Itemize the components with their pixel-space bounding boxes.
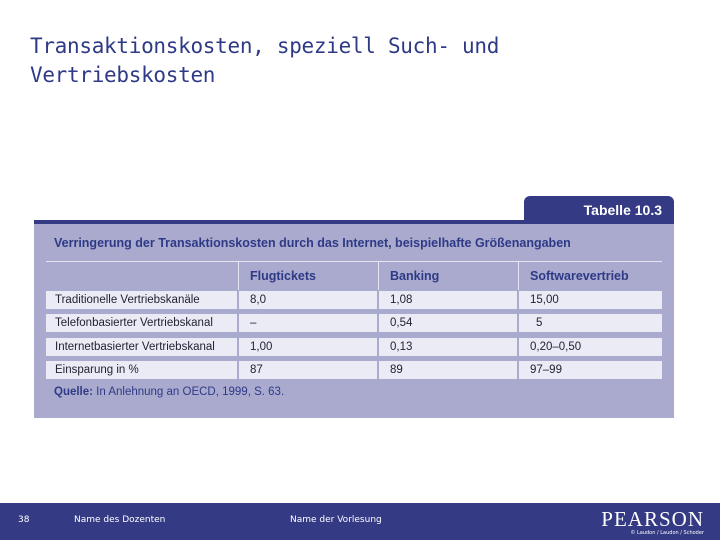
table-row: Telefonbasierter Vertriebskanal – 0,54 5 xyxy=(46,314,662,332)
cell-divider xyxy=(517,361,519,379)
pearson-logo: PEARSON xyxy=(601,507,704,531)
cell-divider xyxy=(377,291,379,309)
column-header-flugtickets: Flugtickets xyxy=(250,269,316,283)
table-caption: Verringerung der Transaktionskosten durc… xyxy=(54,236,571,250)
table-cell: 1,08 xyxy=(390,294,413,306)
footer-bar: 38 Name des Dozenten Name der Vorlesung … xyxy=(0,503,720,540)
table-cell: 87 xyxy=(250,364,263,376)
source-text: In Anlehnung an OECD, 1999, S. 63. xyxy=(92,386,285,398)
table-cell: 8,0 xyxy=(250,294,266,306)
cell-divider xyxy=(377,338,379,356)
cell-divider xyxy=(517,291,519,309)
cell-divider xyxy=(517,338,519,356)
table-cell: 0,54 xyxy=(390,317,413,329)
lecture-name: Name der Vorlesung xyxy=(290,515,382,525)
table-panel: Verringerung der Transaktionskosten durc… xyxy=(34,224,674,418)
table-cell: 5 xyxy=(536,317,543,329)
cell-divider xyxy=(377,314,379,332)
table-cell: 1,00 xyxy=(250,341,273,353)
table-cell: 0,13 xyxy=(390,341,413,353)
table-cell: – xyxy=(250,317,257,329)
source-label: Quelle: xyxy=(54,386,93,398)
cell-divider xyxy=(517,314,519,332)
column-divider xyxy=(238,262,239,290)
column-divider xyxy=(378,262,379,290)
cell-divider xyxy=(237,338,239,356)
table-cell: 89 xyxy=(390,364,403,376)
table-top-rule xyxy=(34,220,674,224)
table-cell: 97–99 xyxy=(530,364,562,376)
cell-divider xyxy=(237,314,239,332)
copyright-notice: © Laudon / Laudon / Schoder xyxy=(630,530,704,536)
cell-divider xyxy=(237,361,239,379)
header-divider xyxy=(46,261,662,262)
cell-divider xyxy=(237,291,239,309)
column-header-banking: Banking xyxy=(390,269,440,283)
table-cell: 0,20–0,50 xyxy=(530,341,582,353)
slide-title: Transaktionskosten, speziell Such- und V… xyxy=(30,34,500,87)
row-label: Traditionelle Vertriebskanäle xyxy=(55,294,200,306)
page-number: 38 xyxy=(18,515,30,525)
row-label: Telefonbasierter Vertriebskanal xyxy=(55,317,213,329)
row-label: Internetbasierter Vertriebskanal xyxy=(55,341,215,353)
column-divider xyxy=(518,262,519,290)
table-cell: 15,00 xyxy=(530,294,559,306)
cell-divider xyxy=(377,361,379,379)
table-row: Einsparung in % 87 89 97–99 xyxy=(46,361,662,379)
column-header-softwarevertrieb: Softwarevertrieb xyxy=(530,269,629,283)
lecturer-name: Name des Dozenten xyxy=(74,515,166,525)
row-label: Einsparung in % xyxy=(55,364,139,376)
table-row: Traditionelle Vertriebskanäle 8,0 1,08 1… xyxy=(46,291,662,309)
table-row: Internetbasierter Vertriebskanal 1,00 0,… xyxy=(46,338,662,356)
table-number-tab: Tabelle 10.3 xyxy=(524,196,674,224)
table-source: Quelle: In Anlehnung an OECD, 1999, S. 6… xyxy=(54,386,284,398)
